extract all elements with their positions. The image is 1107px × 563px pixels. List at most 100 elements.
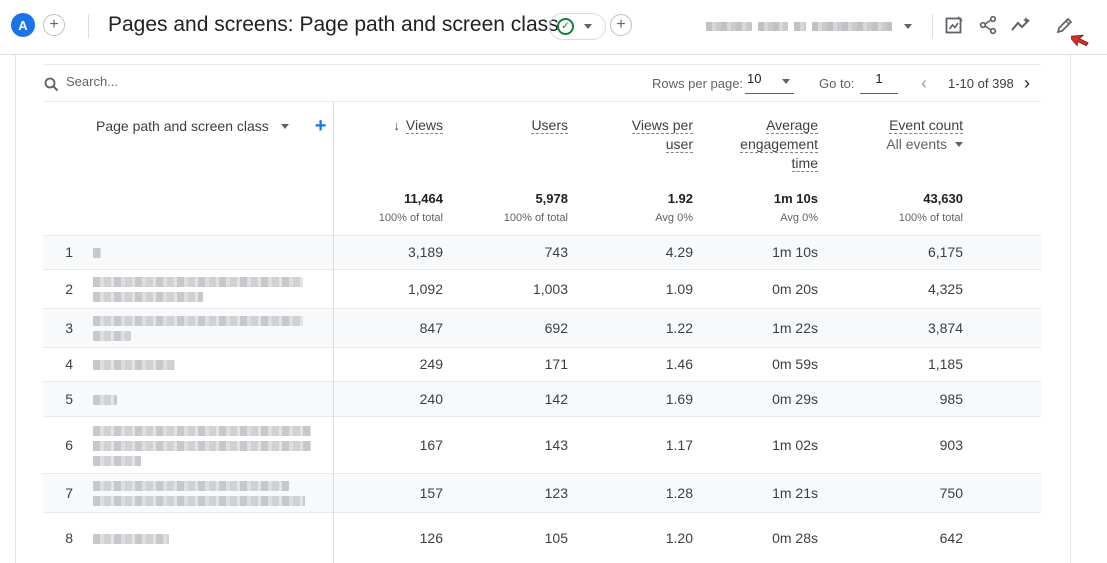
table-row[interactable]: 7 157 123 1.28 1m 21s 750: [43, 473, 1041, 512]
report-status-dropdown[interactable]: ✓: [549, 13, 606, 40]
metric-cell: 1.17: [665, 437, 693, 453]
blurred-text: [758, 21, 788, 31]
chevron-down-icon: [904, 23, 912, 29]
metric-cell: 0m 29s: [772, 391, 818, 407]
metric-cell: 0m 28s: [772, 530, 818, 546]
metric-column-header[interactable]: ↓ Views: [323, 116, 443, 135]
rows-per-page-select[interactable]: 10: [745, 71, 794, 94]
event-filter-select[interactable]: All events: [843, 135, 963, 154]
table-row[interactable]: 8 126 105 1.20 0m 28s 642: [43, 512, 1041, 563]
table-toolbar: Rows per page: 10 Go to: 1 ‹ 1-10 of 398…: [43, 64, 1041, 102]
metric-cell: 903: [939, 437, 963, 453]
row-index: 8: [65, 530, 73, 546]
page-path-cell[interactable]: [93, 248, 101, 263]
metric-header-label: Views per: [631, 117, 693, 134]
add-comparison-button[interactable]: +: [43, 14, 65, 36]
go-to-page-input[interactable]: 1: [860, 71, 898, 94]
go-to-label: Go to:: [819, 76, 855, 91]
page-path-cell[interactable]: [93, 360, 175, 375]
page-path-cell[interactable]: [93, 534, 169, 549]
metric-cell: 750: [939, 485, 963, 501]
blurred-page-path: [93, 441, 311, 451]
metric-cell: 142: [544, 391, 568, 407]
metric-header-label: time: [791, 155, 818, 172]
insights-icon[interactable]: [1008, 12, 1034, 38]
previous-page-button[interactable]: ‹: [921, 73, 927, 93]
metric-header-label: Views: [405, 117, 443, 134]
date-range-selector[interactable]: [706, 19, 928, 33]
add-dimension-icon[interactable]: +: [314, 115, 327, 137]
metric-column-header[interactable]: CorAll e: [963, 116, 1041, 154]
page-path-cell[interactable]: [93, 395, 117, 410]
page-range-text: 1-10 of 398: [948, 76, 1014, 91]
blurred-page-path: [93, 248, 101, 258]
metric-cell: 1.20: [665, 530, 693, 546]
metric-cell: 171: [544, 356, 568, 372]
account-avatar[interactable]: A: [11, 13, 35, 37]
next-page-button[interactable]: ›: [1024, 73, 1030, 93]
metric-column-header[interactable]: Views per user: [573, 116, 693, 154]
table-row[interactable]: 1 3,189 743 4.29 1m 10s 6,175: [43, 235, 1041, 269]
dimension-column-header[interactable]: Page path and screen class +: [96, 115, 327, 137]
column-total-percent: 100% of total: [503, 212, 568, 224]
table-row[interactable]: 4 249 171 1.46 0m 59s 1,185: [43, 347, 1041, 381]
metric-column-header[interactable]: Event count All events: [843, 116, 963, 154]
table-row[interactable]: 3 847 692 1.22 1m 22s 3,874: [43, 308, 1041, 347]
metric-cell: 1m 10s: [772, 244, 818, 260]
page-path-cell[interactable]: [93, 277, 303, 307]
event-filter-value: All events: [886, 136, 947, 152]
column-total-percent: 100% of total: [898, 212, 963, 224]
row-index: 2: [65, 281, 73, 297]
metric-header-label: engagement: [740, 136, 818, 153]
metric-column-header[interactable]: Average engagement time: [698, 116, 818, 173]
dimension-header-label: Page path and screen class: [96, 118, 269, 134]
metric-cell: 1,185: [927, 356, 963, 372]
data-table: Page path and screen class + ↓ Views 11,4…: [43, 102, 1041, 563]
metric-cell: 3,189: [407, 244, 443, 260]
metric-cell: 0m 59s: [772, 356, 818, 372]
share-icon[interactable]: [975, 12, 1001, 38]
chevron-down-icon[interactable]: [280, 123, 289, 129]
metric-cell: 143: [544, 437, 568, 453]
metric-cell: 1m 02s: [772, 437, 818, 453]
metric-cell: 157: [419, 485, 443, 501]
check-circle-icon: ✓: [557, 18, 574, 35]
event-filter-select[interactable]: All e: [963, 135, 1041, 154]
metric-cell: 123: [544, 485, 568, 501]
page-path-cell[interactable]: [93, 481, 305, 511]
column-total: 1m 10s: [773, 191, 818, 206]
row-index: 4: [65, 356, 73, 372]
blurred-text: [706, 21, 752, 31]
metric-cell: 6,175: [927, 244, 963, 260]
chevron-down-icon: [955, 142, 963, 147]
metric-cell: 847: [419, 320, 443, 336]
row-index: 1: [65, 244, 73, 260]
page-path-cell[interactable]: [93, 316, 303, 346]
table-row[interactable]: 2 1,092 1,003 1.09 0m 20s 4,325: [43, 269, 1041, 308]
metric-cell: 0m 20s: [772, 281, 818, 297]
customize-report-icon[interactable]: [941, 12, 967, 38]
table-row[interactable]: 5 240 142 1.69 0m 29s 985: [43, 381, 1041, 416]
blurred-page-path: [93, 316, 303, 326]
edit-pencil-icon[interactable]: [1052, 12, 1078, 38]
metric-header-label: Average: [766, 117, 818, 134]
blurred-page-path: [93, 534, 169, 544]
metric-cell: 1m 22s: [772, 320, 818, 336]
metric-header-label: Users: [531, 117, 568, 134]
metric-cell: 1.22: [665, 320, 693, 336]
page-path-cell[interactable]: [93, 426, 311, 471]
column-total-percent: Avg 0%: [780, 212, 818, 224]
report-header: A + Pages and screens: Page path and scr…: [0, 0, 1107, 55]
search-input[interactable]: [66, 74, 366, 89]
blurred-page-path: [93, 277, 303, 287]
header-divider: [88, 14, 89, 38]
sort-descending-icon[interactable]: ↓: [393, 118, 401, 133]
metric-column-header[interactable]: Users: [448, 116, 568, 135]
blurred-text: [812, 21, 892, 31]
metric-cell: 4.29: [665, 244, 693, 260]
table-row[interactable]: 6 167 143 1.17 1m 02s 903: [43, 416, 1041, 473]
blurred-page-path: [93, 496, 305, 506]
rows-per-page-value: 10: [747, 71, 762, 86]
add-filter-button[interactable]: +: [610, 14, 632, 36]
column-total: 43,630: [923, 191, 963, 206]
